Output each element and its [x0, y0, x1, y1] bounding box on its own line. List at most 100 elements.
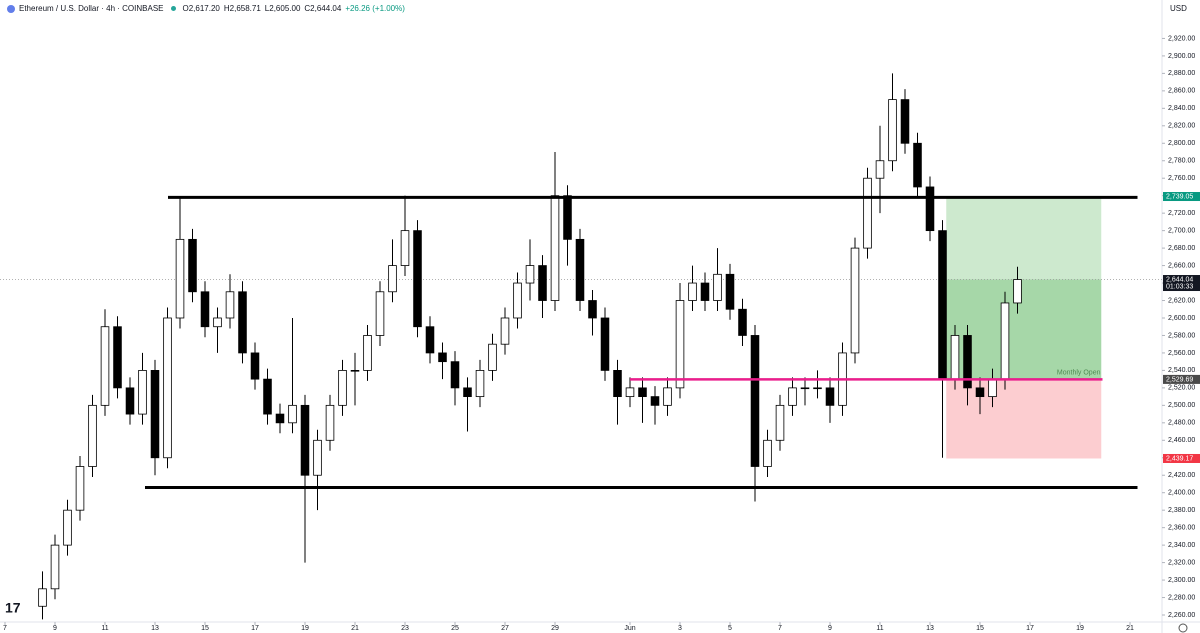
candle: [1013, 266, 1022, 314]
monthly-open-price-label-bg: [1163, 374, 1200, 384]
y-tick-label: 2,860.00: [1168, 88, 1195, 95]
candle-body: [663, 387, 672, 406]
candle-body: [988, 378, 997, 398]
candle: [500, 307, 510, 355]
candle-body: [738, 308, 747, 336]
candle: [738, 298, 747, 346]
candle: [238, 281, 247, 364]
candle: [963, 324, 972, 406]
candle-body: [575, 238, 585, 301]
y-tick-label: 2,660.00: [1168, 262, 1195, 269]
candle-body: [713, 273, 722, 301]
candle: [413, 220, 422, 338]
y-tick-label: 2,900.00: [1168, 53, 1195, 60]
candle-body: [225, 291, 235, 319]
candle-body: [413, 230, 422, 328]
y-tick-label: 2,360.00: [1168, 524, 1195, 531]
y-tick-label: 2,560.00: [1168, 350, 1195, 357]
candle: [75, 456, 85, 521]
candle-body: [725, 273, 735, 310]
eth-icon: [7, 4, 15, 13]
monthly-open-label: Monthly Open: [1057, 369, 1101, 376]
candle-body: [763, 439, 772, 467]
y-tick-label: 2,820.00: [1168, 123, 1195, 130]
candle-body: [200, 291, 210, 328]
candle-body: [38, 588, 47, 607]
candle: [400, 195, 410, 277]
candle-body: [888, 99, 897, 162]
symbol-title[interactable]: Ethereum / U.S. Dollar · 4h · COINBASE: [19, 4, 164, 13]
target-filled: [946, 279, 1102, 380]
candle-body: [288, 404, 297, 424]
candle: [513, 272, 522, 329]
candle-body: [825, 387, 835, 406]
x-tick-label: 11: [101, 625, 108, 632]
x-tick-label: 7: [3, 625, 7, 632]
candle-body: [263, 378, 272, 415]
candle: [375, 281, 385, 346]
candle-body: [150, 370, 160, 459]
candle-body: [525, 265, 535, 284]
candle-body: [325, 404, 335, 441]
ohlc-low: L2,605.00: [264, 4, 301, 13]
candle-body: [250, 352, 260, 380]
candle: [688, 265, 697, 311]
candle-body: [388, 265, 397, 293]
candle: [275, 403, 285, 434]
candle: [863, 167, 872, 259]
y-tick-label: 2,500.00: [1168, 402, 1195, 409]
candle-body: [625, 387, 635, 398]
market-status: [170, 6, 176, 11]
candle-body: [113, 326, 122, 389]
y-tick-label: 2,400.00: [1168, 490, 1195, 497]
candle-body: [175, 238, 185, 319]
settings-icon[interactable]: [1178, 623, 1188, 633]
candle: [100, 309, 110, 416]
x-tick-label: 29: [551, 625, 559, 632]
candle: [975, 377, 985, 415]
candle: [525, 239, 535, 301]
y-tick-label: 2,540.00: [1168, 367, 1195, 374]
candle-body: [138, 370, 147, 415]
stop-price-label-bg: [1163, 453, 1200, 463]
x-tick-label: 15: [201, 625, 209, 632]
candle-body: [238, 291, 247, 354]
x-tick-label: 17: [1026, 625, 1034, 632]
target-price-label: 2,739.05: [1166, 193, 1193, 200]
candle-body: [488, 343, 497, 371]
candle-body: [750, 335, 760, 467]
y-tick-label: 2,760.00: [1168, 175, 1195, 182]
candle-body: [500, 317, 510, 345]
x-tick-label: Jun: [624, 625, 635, 632]
candle: [175, 196, 185, 329]
candle-body: [363, 335, 372, 371]
candle: [750, 324, 760, 502]
x-tick-label: 21: [351, 625, 359, 632]
ohlc-high: H2,658.71: [223, 4, 261, 13]
target-zone: [946, 196, 1102, 380]
candle: [425, 316, 435, 364]
x-tick-label: 23: [401, 625, 409, 632]
candle-body: [1000, 302, 1010, 380]
x-tick-label: 9: [828, 625, 832, 632]
ohlc-change: +26.26 (+1.00%): [345, 4, 405, 13]
last-price-label-bg: [1163, 275, 1200, 292]
candle-body: [800, 387, 810, 390]
y-tick-label: 2,680.00: [1168, 245, 1195, 252]
candle: [450, 351, 460, 406]
candle-body: [925, 186, 935, 232]
x-tick-label: 5: [728, 625, 732, 632]
candle-body: [613, 370, 622, 398]
candle: [350, 352, 360, 406]
candle-body: [475, 370, 485, 398]
candle: [675, 283, 685, 399]
monthly-open-price-label: 2,529.69: [1166, 376, 1193, 383]
y-tick-label: 2,880.00: [1168, 70, 1195, 77]
candle: [150, 359, 160, 476]
candle-body: [638, 387, 647, 398]
x-tick-label: 19: [1076, 625, 1084, 632]
candle-body: [563, 195, 572, 240]
candle: [200, 281, 210, 338]
candle-body: [850, 247, 860, 354]
